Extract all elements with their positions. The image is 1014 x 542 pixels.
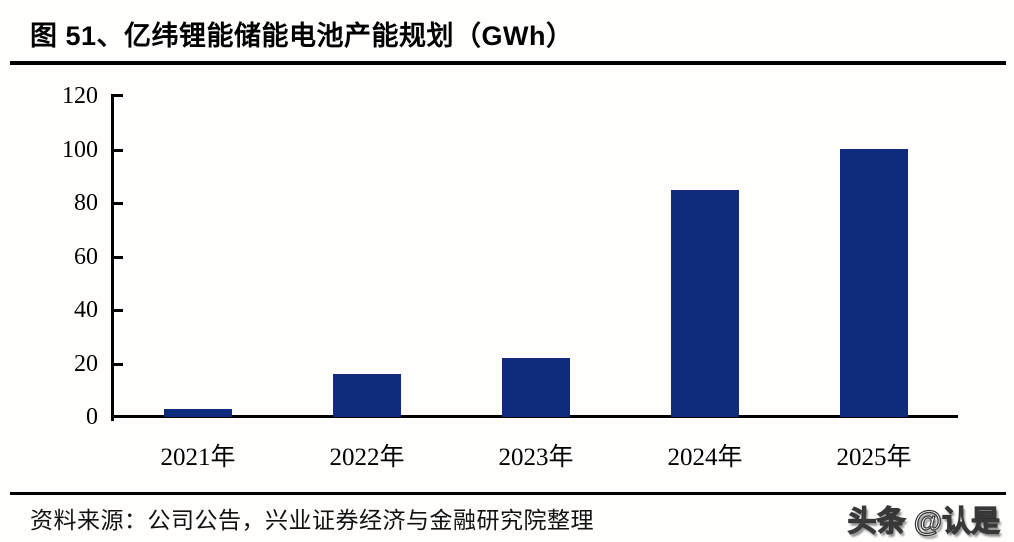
y-axis-tick <box>114 309 123 312</box>
x-tick-label: 2021年 <box>160 444 236 471</box>
x-tick-label: 2025年 <box>836 444 912 471</box>
bar <box>164 409 232 417</box>
footer-divider-rule <box>10 492 1006 495</box>
bar <box>502 358 570 417</box>
bar <box>840 149 908 417</box>
x-tick-label: 2022年 <box>329 444 405 471</box>
y-axis-tick <box>114 149 123 152</box>
y-tick-label: 60 <box>74 244 98 270</box>
figure-title: 图 51、亿纬锂能储能电池产能规划（GWh） <box>30 21 574 51</box>
y-tick-label: 100 <box>62 137 98 163</box>
y-axis-tick <box>114 256 123 259</box>
bar <box>333 374 401 417</box>
y-tick-label: 20 <box>74 351 98 377</box>
y-tick-label: 120 <box>62 83 98 109</box>
watermark-text: 头条 @认是 <box>847 505 1001 538</box>
y-axis-tick <box>114 202 123 205</box>
y-axis-tick <box>114 363 123 366</box>
y-tick-label: 80 <box>74 190 98 216</box>
y-tick-label: 40 <box>74 297 98 323</box>
y-tick-label: 0 <box>86 404 98 430</box>
x-tick-label: 2024年 <box>667 444 743 471</box>
y-axis-tick <box>114 94 123 97</box>
y-axis-line <box>111 94 114 421</box>
source-note: 资料来源：公司公告，兴业证券经济与金融研究院整理 <box>30 508 594 533</box>
bar <box>671 190 739 417</box>
title-divider-rule <box>10 61 1006 65</box>
x-tick-label: 2023年 <box>498 444 574 471</box>
